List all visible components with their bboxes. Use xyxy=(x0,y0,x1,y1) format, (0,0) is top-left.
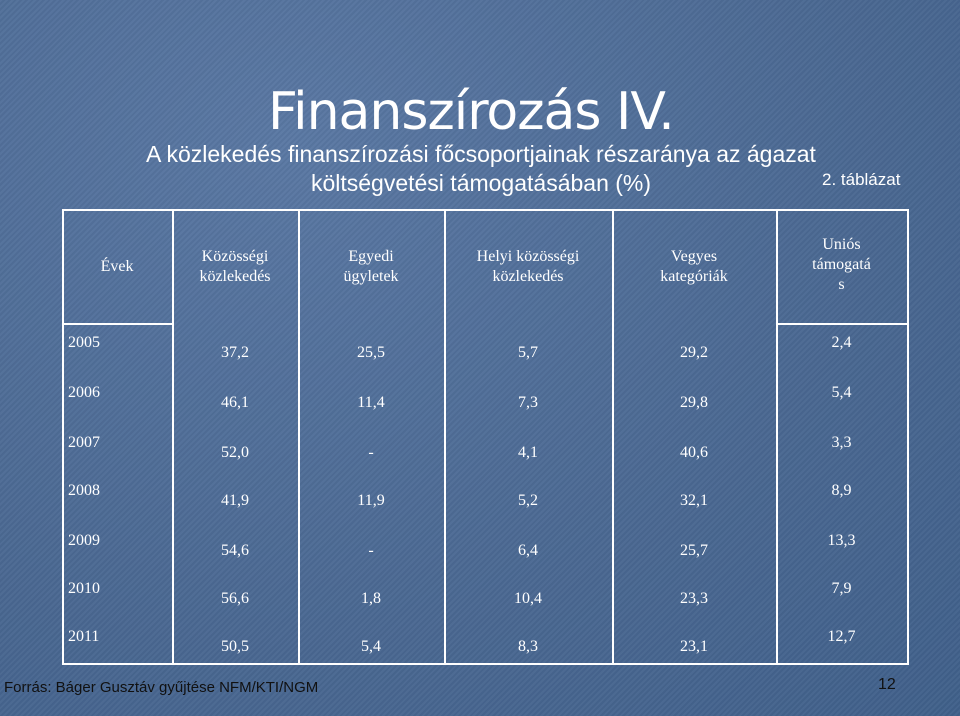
value-cell: 29,8 xyxy=(680,394,708,411)
value-cell: 5,4 xyxy=(361,638,381,655)
data-table: Évek Közösségi közlekedés Egyedi ügyletek Hel… xyxy=(62,209,909,665)
table-header-cell: Egyedi ügyletek xyxy=(298,247,444,287)
table-vertical-line xyxy=(907,209,909,665)
header-text: Helyi közösségi xyxy=(476,248,580,265)
table-vertical-line xyxy=(298,209,300,665)
table-vertical-line xyxy=(172,209,174,665)
value-cell: 25,5 xyxy=(357,344,385,361)
value-cell: 5,2 xyxy=(518,492,538,509)
table-horizontal-line xyxy=(776,323,909,325)
header-text: Vegyes xyxy=(670,248,718,265)
table-header-cell: Közösségi közlekedés xyxy=(172,247,298,287)
value-cell: 23,1 xyxy=(680,638,708,655)
year-cell: 2007 xyxy=(68,434,100,451)
value-cell: 25,7 xyxy=(680,542,708,559)
source-note: Forrás: Báger Gusztáv gyűjtése NFM/KTI/N… xyxy=(4,679,319,696)
slide-subtitle: A közlekedés finanszírozási főcsoportjai… xyxy=(96,140,866,198)
value-cell: 54,6 xyxy=(221,542,249,559)
table-vertical-line xyxy=(612,209,614,665)
table-header-cell: Helyi közösségi közlekedés xyxy=(444,247,612,287)
header-text: ügyletek xyxy=(343,268,399,285)
value-cell: 56,6 xyxy=(221,590,249,607)
value-cell: - xyxy=(368,542,374,559)
table-header-cell: Vegyes kategóriák xyxy=(612,247,776,287)
value-cell: 46,1 xyxy=(221,394,249,411)
table-header-cell: Uniós támogatá s xyxy=(776,235,907,295)
value-cell: 37,2 xyxy=(221,344,249,361)
year-cell: 2005 xyxy=(68,334,100,351)
value-cell: 4,1 xyxy=(518,444,538,461)
value-cell: 11,9 xyxy=(357,492,385,509)
header-text: közlekedés xyxy=(492,268,564,285)
value-cell: 41,9 xyxy=(221,492,249,509)
year-cell: 2009 xyxy=(68,532,100,549)
table-vertical-line xyxy=(444,209,446,665)
subtitle-line-1: A közlekedés finanszírozási főcsoportjai… xyxy=(146,141,816,167)
value-cell: 8,9 xyxy=(831,482,852,499)
table-header-cell: Évek xyxy=(62,257,172,277)
year-cell: 2011 xyxy=(68,628,100,645)
value-cell: 8,3 xyxy=(518,638,538,655)
value-cell: 12,7 xyxy=(827,628,856,645)
value-cell: 6,4 xyxy=(518,542,538,559)
header-text: Uniós xyxy=(822,236,861,253)
table-horizontal-line xyxy=(62,663,909,665)
header-text: Közösségi xyxy=(201,248,269,265)
year-cell: 2008 xyxy=(68,482,100,499)
table-horizontal-line xyxy=(62,323,172,325)
header-text: s xyxy=(838,276,845,293)
header-text: közlekedés xyxy=(199,268,271,285)
header-text: Évek xyxy=(100,258,134,275)
value-cell: 10,4 xyxy=(514,590,542,607)
page-number: 12 xyxy=(878,676,896,693)
value-cell: 11,4 xyxy=(357,394,385,411)
value-cell: - xyxy=(368,444,374,461)
subtitle-line-2: költségvetési támogatásában (%) xyxy=(310,170,652,196)
value-cell: 5,4 xyxy=(831,384,852,401)
value-cell: 32,1 xyxy=(680,492,708,509)
table-vertical-line xyxy=(62,209,64,665)
value-cell: 7,3 xyxy=(518,394,538,411)
value-cell: 5,7 xyxy=(518,344,538,361)
value-cell: 1,8 xyxy=(361,590,381,607)
value-cell: 50,5 xyxy=(221,638,249,655)
value-cell: 13,3 xyxy=(827,532,856,549)
value-cell: 3,3 xyxy=(831,434,852,451)
header-text: kategóriák xyxy=(660,268,728,285)
table-horizontal-line xyxy=(62,209,909,211)
year-cell: 2010 xyxy=(68,580,100,597)
year-cell: 2006 xyxy=(68,384,100,401)
table-vertical-line xyxy=(776,209,778,665)
value-cell: 23,3 xyxy=(680,590,708,607)
value-cell: 7,9 xyxy=(831,580,852,597)
slide-title: Finanszírozás IV. xyxy=(268,82,675,142)
table-number: 2. táblázat xyxy=(822,170,901,189)
header-text: Egyedi xyxy=(348,248,394,265)
header-text: támogatá xyxy=(812,256,871,273)
value-cell: 52,0 xyxy=(221,444,249,461)
value-cell: 29,2 xyxy=(680,344,708,361)
value-cell: 40,6 xyxy=(680,444,708,461)
value-cell: 2,4 xyxy=(831,334,852,351)
